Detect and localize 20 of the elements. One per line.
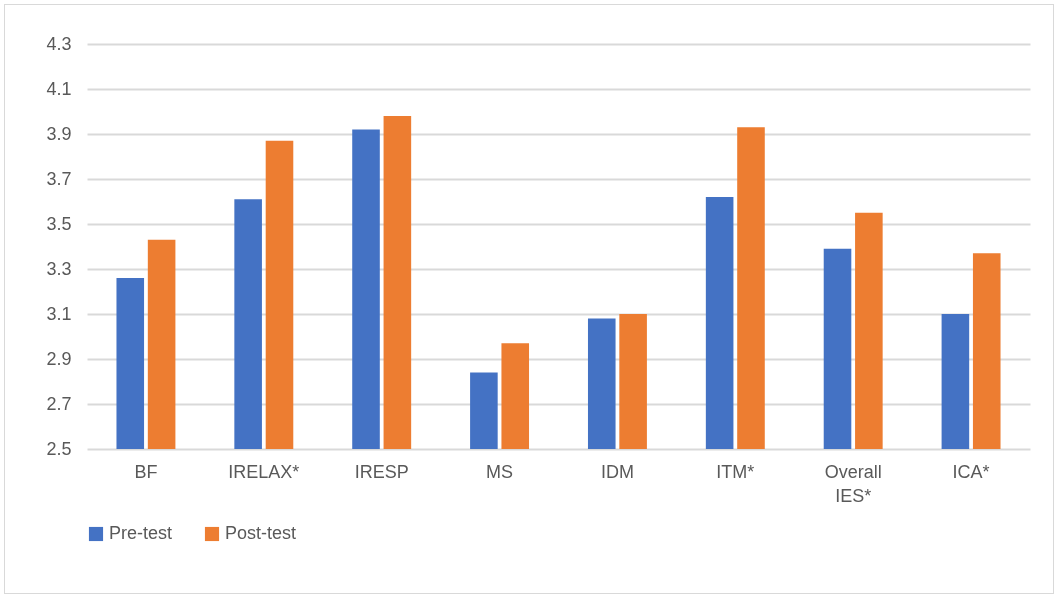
y-tick-label: 4.3 xyxy=(46,33,72,54)
x-tick-label: MS xyxy=(486,461,514,482)
legend-label: Post-test xyxy=(225,523,297,543)
y-tick-label: 3.9 xyxy=(46,123,72,144)
y-tick-label: 4.1 xyxy=(46,78,72,99)
x-tick-label: IRESP xyxy=(354,461,409,482)
x-tick-label: Overall IES* xyxy=(824,461,882,506)
y-tick-label: 2.5 xyxy=(46,438,72,459)
x-tick-label: BF xyxy=(134,461,158,482)
y-tick-label: 3.5 xyxy=(46,213,72,234)
x-tick-label: ITM* xyxy=(716,461,755,482)
y-tick-label: 3.3 xyxy=(46,258,72,279)
x-tick-label: ICA* xyxy=(952,461,990,482)
x-tick-label: IRELAX* xyxy=(228,461,300,482)
y-tick-label: 2.7 xyxy=(46,393,72,414)
y-tick-label: 3.1 xyxy=(46,303,72,324)
y-tick-label: 2.9 xyxy=(46,348,72,369)
legend-label: Pre-test xyxy=(109,523,173,543)
x-tick-label: IDM xyxy=(600,461,634,482)
y-tick-label: 3.7 xyxy=(46,168,72,189)
